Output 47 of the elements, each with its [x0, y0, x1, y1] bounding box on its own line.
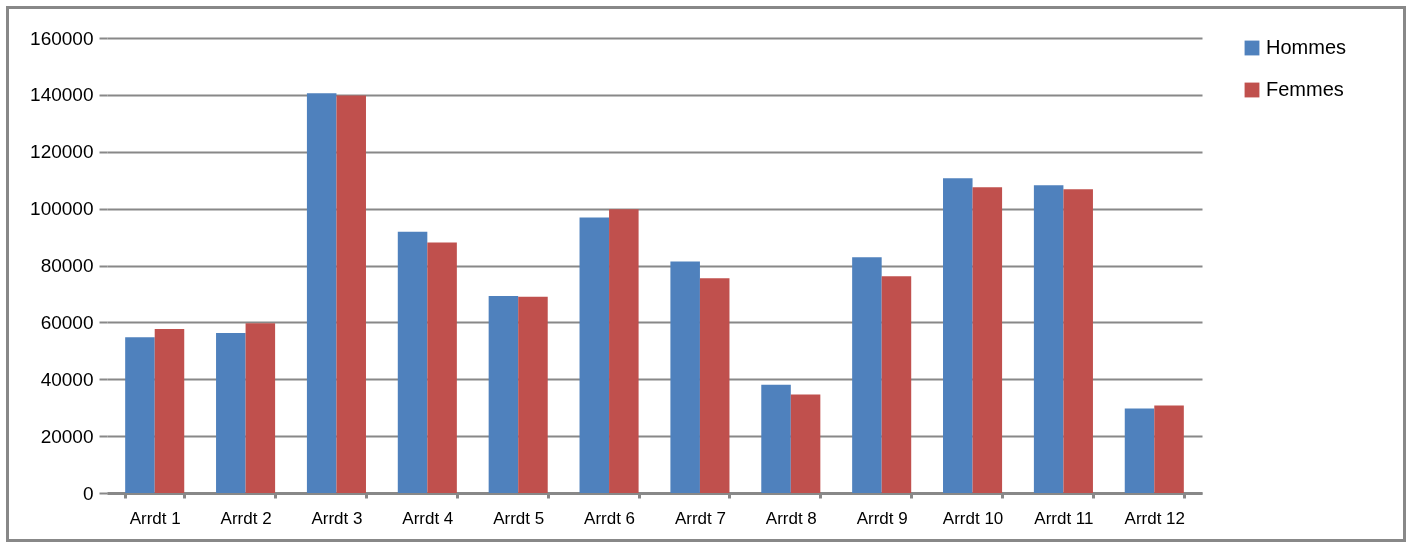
y-tick-label: 40000 — [40, 368, 94, 390]
bar — [154, 328, 185, 493]
bar — [245, 323, 276, 493]
bar — [699, 278, 730, 493]
y-tick-label: 60000 — [40, 311, 94, 333]
bar — [1063, 189, 1093, 493]
y-tick-label: 120000 — [30, 141, 94, 163]
x-tick-label: Arrdt 9 — [856, 508, 908, 528]
bar — [609, 209, 639, 493]
bar — [881, 276, 912, 493]
bar — [1033, 185, 1064, 493]
x-tick-label: Arrdt 6 — [584, 508, 636, 528]
x-tick-label: Arrdt 8 — [765, 508, 817, 528]
y-tick-label: 20000 — [40, 425, 94, 447]
bar — [306, 93, 337, 493]
x-tick-label: Arrdt 3 — [311, 508, 363, 528]
legend-label: Hommes — [1266, 36, 1347, 58]
bar — [1124, 408, 1155, 493]
bar — [972, 187, 1003, 493]
bar — [427, 242, 457, 493]
bar — [1154, 405, 1184, 493]
y-tick-label: 0 — [82, 482, 94, 504]
bar — [488, 295, 519, 493]
bar — [397, 231, 428, 493]
legend-label: Femmes — [1266, 78, 1344, 100]
bar — [670, 261, 700, 493]
bar — [790, 394, 821, 493]
x-tick-label: Arrdt 2 — [220, 508, 272, 528]
x-tick-label: Arrdt 7 — [674, 508, 726, 528]
x-tick-label: Arrdt 4 — [402, 508, 454, 528]
x-tick-label: Arrdt 11 — [1034, 508, 1094, 528]
y-tick-label: 140000 — [30, 84, 94, 106]
x-tick-label: Arrdt 12 — [1124, 508, 1186, 528]
bar — [216, 332, 246, 493]
x-tick-label: Arrdt 1 — [129, 508, 181, 528]
y-tick-label: 100000 — [30, 198, 94, 220]
bar — [336, 95, 366, 493]
x-tick-label: Arrdt 5 — [493, 508, 545, 528]
y-tick-label: 160000 — [30, 27, 94, 49]
y-tick-label: 80000 — [40, 255, 94, 276]
bar — [761, 384, 791, 493]
bar — [518, 296, 548, 493]
bar — [579, 217, 610, 493]
bar — [125, 337, 155, 493]
x-tick-label: Arrdt 10 — [942, 508, 1004, 528]
bar — [943, 178, 973, 493]
bar — [852, 257, 882, 493]
